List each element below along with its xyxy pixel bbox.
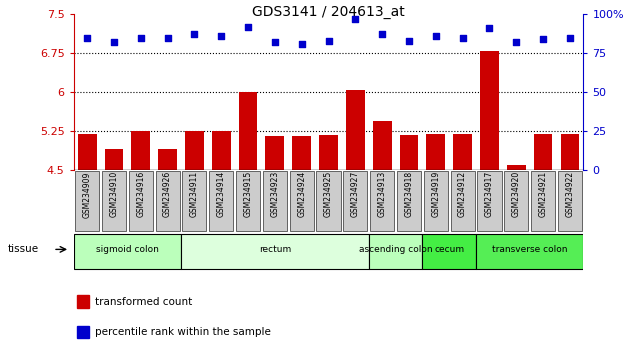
FancyBboxPatch shape xyxy=(424,171,448,231)
Point xyxy=(82,35,92,40)
Text: transformed count: transformed count xyxy=(95,297,192,307)
Text: transverse colon: transverse colon xyxy=(492,245,567,254)
Point xyxy=(377,32,387,37)
Text: rectum: rectum xyxy=(259,245,291,254)
Bar xyxy=(507,165,526,170)
Text: GSM234911: GSM234911 xyxy=(190,171,199,217)
Text: percentile rank within the sample: percentile rank within the sample xyxy=(95,327,271,337)
Bar xyxy=(560,133,579,170)
Bar xyxy=(131,131,150,170)
Text: GSM234923: GSM234923 xyxy=(271,171,279,217)
Point xyxy=(431,33,441,39)
Point xyxy=(189,32,199,37)
FancyBboxPatch shape xyxy=(369,234,422,269)
Bar xyxy=(238,92,258,170)
Bar xyxy=(265,136,284,170)
Text: GSM234912: GSM234912 xyxy=(458,171,467,217)
Bar xyxy=(399,135,419,170)
Bar xyxy=(158,149,177,170)
Text: GSM234921: GSM234921 xyxy=(538,171,547,217)
Point xyxy=(511,39,521,45)
FancyBboxPatch shape xyxy=(209,171,233,231)
Point xyxy=(404,38,414,44)
FancyBboxPatch shape xyxy=(476,234,583,269)
Bar xyxy=(373,121,392,170)
Bar xyxy=(104,149,123,170)
Text: sigmoid colon: sigmoid colon xyxy=(96,245,159,254)
FancyBboxPatch shape xyxy=(344,171,367,231)
Bar xyxy=(212,131,231,170)
Bar xyxy=(77,326,89,338)
Text: ascending colon: ascending colon xyxy=(359,245,433,254)
FancyBboxPatch shape xyxy=(74,234,181,269)
Bar xyxy=(292,136,311,170)
Point xyxy=(538,36,548,42)
Bar xyxy=(319,135,338,170)
FancyBboxPatch shape xyxy=(422,234,476,269)
FancyBboxPatch shape xyxy=(182,171,206,231)
Point xyxy=(350,16,360,22)
FancyBboxPatch shape xyxy=(451,171,475,231)
Text: GSM234922: GSM234922 xyxy=(565,171,574,217)
Text: GSM234927: GSM234927 xyxy=(351,171,360,217)
Point xyxy=(324,38,334,44)
Point xyxy=(109,39,119,45)
Text: tissue: tissue xyxy=(8,244,38,255)
Point xyxy=(458,35,468,40)
Point xyxy=(297,41,307,47)
Text: GSM234924: GSM234924 xyxy=(297,171,306,217)
FancyBboxPatch shape xyxy=(504,171,528,231)
Bar xyxy=(78,133,97,170)
Text: GSM234909: GSM234909 xyxy=(83,171,92,218)
Text: GSM234916: GSM234916 xyxy=(137,171,146,217)
Text: GSM234919: GSM234919 xyxy=(431,171,440,217)
Point xyxy=(270,39,280,45)
FancyBboxPatch shape xyxy=(558,171,582,231)
FancyBboxPatch shape xyxy=(478,171,501,231)
Bar xyxy=(534,133,553,170)
Bar xyxy=(453,133,472,170)
Bar xyxy=(426,133,445,170)
Point xyxy=(136,35,146,40)
Point xyxy=(216,33,226,39)
Point xyxy=(565,35,575,40)
FancyBboxPatch shape xyxy=(102,171,126,231)
FancyBboxPatch shape xyxy=(181,234,369,269)
FancyBboxPatch shape xyxy=(156,171,179,231)
Text: GSM234910: GSM234910 xyxy=(110,171,119,217)
Text: GDS3141 / 204613_at: GDS3141 / 204613_at xyxy=(252,5,405,19)
Point xyxy=(162,35,172,40)
Text: GSM234925: GSM234925 xyxy=(324,171,333,217)
Text: GSM234926: GSM234926 xyxy=(163,171,172,217)
FancyBboxPatch shape xyxy=(129,171,153,231)
FancyBboxPatch shape xyxy=(290,171,313,231)
FancyBboxPatch shape xyxy=(397,171,421,231)
FancyBboxPatch shape xyxy=(75,171,99,231)
FancyBboxPatch shape xyxy=(370,171,394,231)
Text: GSM234920: GSM234920 xyxy=(512,171,520,217)
Bar xyxy=(480,51,499,170)
Bar xyxy=(77,295,89,308)
FancyBboxPatch shape xyxy=(236,171,260,231)
FancyBboxPatch shape xyxy=(317,171,340,231)
FancyBboxPatch shape xyxy=(531,171,555,231)
Point xyxy=(485,25,495,31)
Text: GSM234914: GSM234914 xyxy=(217,171,226,217)
Point xyxy=(243,24,253,29)
Bar xyxy=(346,90,365,170)
Text: GSM234918: GSM234918 xyxy=(404,171,413,217)
FancyBboxPatch shape xyxy=(263,171,287,231)
Text: cecum: cecum xyxy=(434,245,464,254)
Text: GSM234917: GSM234917 xyxy=(485,171,494,217)
Bar xyxy=(185,131,204,170)
Text: GSM234915: GSM234915 xyxy=(244,171,253,217)
Text: GSM234913: GSM234913 xyxy=(378,171,387,217)
